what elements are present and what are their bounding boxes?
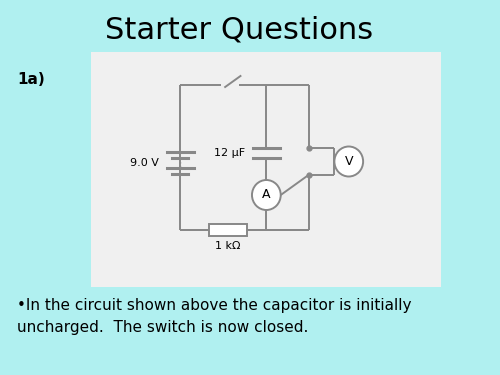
Bar <box>91 52 441 287</box>
Text: A: A <box>262 189 270 201</box>
Circle shape <box>334 147 363 177</box>
Text: 1a): 1a) <box>17 72 45 87</box>
Circle shape <box>252 180 280 210</box>
Text: 12 μF: 12 μF <box>214 147 246 158</box>
Text: Starter Questions: Starter Questions <box>106 15 374 45</box>
Bar <box>209 224 247 236</box>
Text: •In the circuit shown above the capacitor is initially
uncharged.  The switch is: •In the circuit shown above the capacito… <box>17 298 411 335</box>
Text: 9.0 V: 9.0 V <box>130 158 159 168</box>
Text: V: V <box>344 155 353 168</box>
Text: 1 kΩ: 1 kΩ <box>216 241 241 251</box>
